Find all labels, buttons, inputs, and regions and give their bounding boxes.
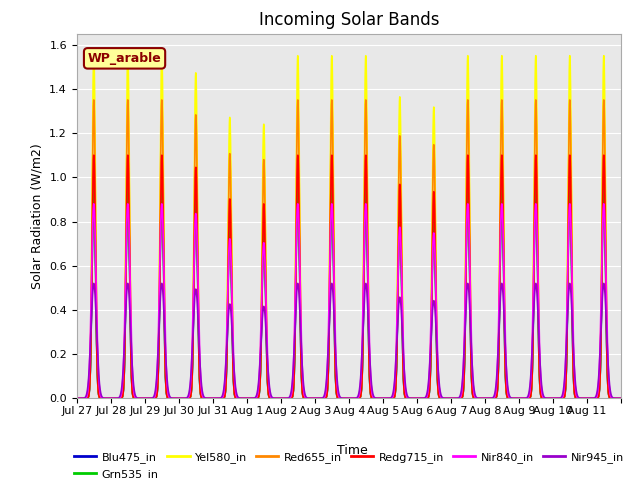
Red655_in: [617, 396, 625, 401]
Nir840_in: [476, 396, 484, 401]
Blu475_in: [395, 235, 403, 240]
Grn535_in: [617, 396, 625, 401]
Yel580_in: [506, 396, 513, 401]
Blu475_in: [100, 396, 108, 401]
Redg715_in: [100, 396, 108, 401]
Grn535_in: [90, 170, 98, 176]
Text: Time: Time: [337, 444, 367, 456]
Line: Yel580_in: Yel580_in: [77, 56, 621, 398]
Line: Redg715_in: Redg715_in: [77, 155, 621, 398]
Yel580_in: [476, 396, 484, 401]
Red655_in: [100, 396, 108, 401]
Nir945_in: [90, 280, 98, 286]
Redg715_in: [506, 396, 513, 401]
Nir945_in: [419, 396, 426, 401]
Redg715_in: [476, 396, 484, 401]
Grn535_in: [476, 396, 484, 401]
Line: Blu475_in: Blu475_in: [77, 177, 621, 398]
Y-axis label: Solar Radiation (W/m2): Solar Radiation (W/m2): [31, 143, 44, 289]
Nir945_in: [73, 396, 81, 401]
Blu475_in: [419, 396, 426, 401]
Redg715_in: [617, 396, 625, 401]
Red655_in: [73, 396, 81, 401]
Red655_in: [476, 396, 484, 401]
Text: WP_arable: WP_arable: [88, 52, 161, 65]
Yel580_in: [395, 146, 403, 152]
Yel580_in: [419, 396, 426, 401]
Line: Nir945_in: Nir945_in: [77, 283, 621, 398]
Legend: Blu475_in, Grn535_in, Yel580_in, Red655_in, Redg715_in, Nir840_in, Nir945_in: Blu475_in, Grn535_in, Yel580_in, Red655_…: [69, 448, 628, 480]
Yel580_in: [270, 396, 278, 401]
Blu475_in: [90, 174, 98, 180]
Grn535_in: [73, 396, 81, 401]
Nir840_in: [600, 201, 607, 207]
Grn535_in: [100, 396, 108, 401]
Nir840_in: [419, 396, 426, 401]
Redg715_in: [90, 152, 98, 158]
Nir945_in: [270, 396, 278, 401]
Nir945_in: [506, 392, 513, 398]
Nir945_in: [476, 396, 484, 401]
Grn535_in: [395, 231, 403, 237]
Redg715_in: [419, 396, 426, 401]
Grn535_in: [419, 396, 426, 401]
Blu475_in: [506, 396, 513, 401]
Yel580_in: [90, 53, 98, 59]
Title: Incoming Solar Bands: Incoming Solar Bands: [259, 11, 439, 29]
Nir840_in: [506, 394, 513, 400]
Nir840_in: [270, 396, 278, 401]
Yel580_in: [617, 396, 625, 401]
Yel580_in: [73, 396, 81, 401]
Nir840_in: [617, 396, 625, 401]
Nir840_in: [100, 396, 108, 401]
Nir945_in: [617, 396, 625, 401]
Grn535_in: [270, 396, 278, 401]
Redg715_in: [395, 218, 403, 224]
Redg715_in: [73, 396, 81, 401]
Blu475_in: [270, 396, 278, 401]
Blu475_in: [476, 396, 484, 401]
Line: Red655_in: Red655_in: [77, 100, 621, 398]
Red655_in: [395, 178, 403, 184]
Nir840_in: [73, 396, 81, 401]
Red655_in: [270, 396, 278, 401]
Blu475_in: [617, 396, 625, 401]
Red655_in: [90, 97, 98, 103]
Red655_in: [419, 396, 426, 401]
Nir840_in: [395, 243, 403, 249]
Blu475_in: [73, 396, 81, 401]
Line: Nir840_in: Nir840_in: [77, 204, 621, 398]
Yel580_in: [100, 396, 108, 401]
Line: Grn535_in: Grn535_in: [77, 173, 621, 398]
Grn535_in: [506, 396, 513, 401]
Nir945_in: [100, 396, 108, 401]
Nir945_in: [395, 301, 403, 307]
Red655_in: [506, 396, 513, 401]
Redg715_in: [270, 396, 278, 401]
